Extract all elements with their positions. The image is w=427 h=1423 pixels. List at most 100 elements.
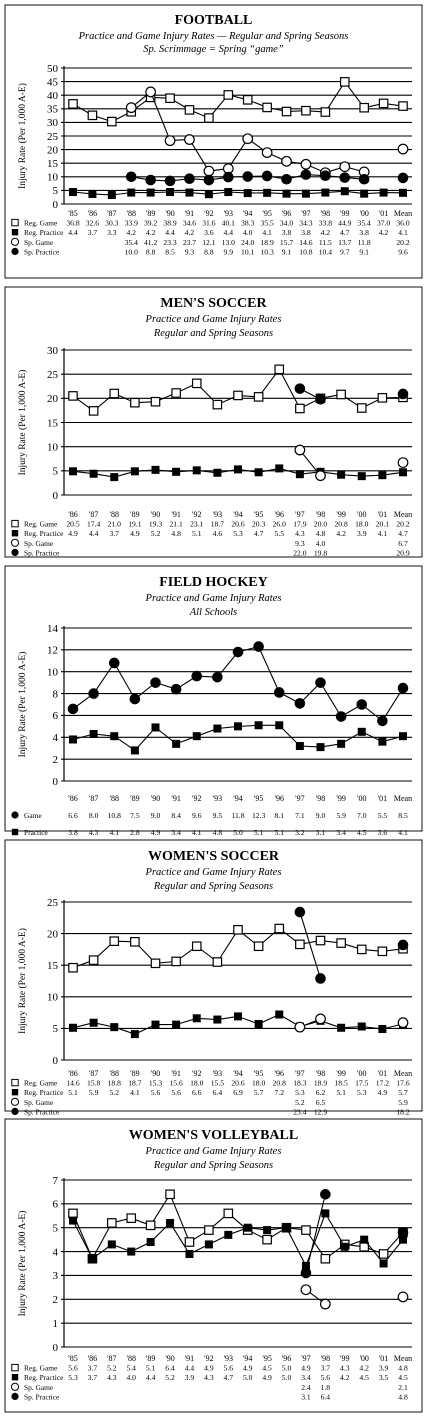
table-value: 3.5 (379, 1373, 389, 1382)
y-tick-label: 25 (47, 131, 59, 143)
table-value: 4.9 (68, 529, 78, 538)
table-value: 18.9 (314, 1079, 327, 1088)
data-point (397, 1291, 409, 1303)
table-value: 5.6 (151, 1088, 161, 1097)
table-value: 18.0 (355, 520, 368, 529)
data-point (242, 171, 254, 182)
table-value: 4.0 (126, 1373, 136, 1382)
table-value: 4.3 (295, 529, 305, 538)
chart-subtitle: Practice and Game Injury Rates (145, 593, 282, 604)
series-reg-practice (69, 1209, 407, 1270)
legend-label: Sp. Game (24, 1383, 54, 1392)
table-value: 5.6 (68, 1364, 78, 1373)
legend-marker (11, 1089, 19, 1096)
table-value: 5.2 (151, 529, 161, 538)
table-value: 9.9 (224, 247, 234, 256)
data-point (88, 955, 99, 965)
table-value: 7.2 (275, 1088, 285, 1097)
x-tick-label: '01 (378, 1069, 387, 1078)
table-value: 4.2 (146, 228, 156, 237)
data-point (212, 399, 223, 410)
table-value: 4.8 (398, 1392, 408, 1401)
table-value: 8.1 (275, 811, 285, 820)
table-value: 20.2 (396, 520, 409, 529)
x-tick-label: '00 (359, 1354, 368, 1363)
series-reg-game (68, 77, 408, 127)
table-value: 22.0 (293, 548, 306, 557)
table-value: 17.2 (376, 1079, 389, 1088)
table-value: 9.6 (398, 247, 408, 256)
table-value: 13.0 (222, 238, 235, 247)
table-value: 4.8 (213, 828, 223, 837)
data-point (281, 173, 292, 185)
x-tick-label: '90 (151, 794, 160, 803)
x-tick-label: '86 (68, 510, 77, 519)
data-point (146, 188, 155, 197)
data-point (336, 389, 346, 400)
data-point (107, 1218, 117, 1228)
table-value: 9.1 (359, 247, 369, 256)
table-value: 5.9 (336, 811, 346, 820)
table-value: 4.1 (110, 828, 120, 837)
table-value: 6.7 (398, 539, 408, 548)
data-point (88, 1254, 97, 1263)
data-point (107, 191, 116, 200)
data-point (89, 730, 98, 739)
x-tick-label: '91 (171, 1069, 180, 1078)
data-point (110, 473, 119, 482)
data-point (321, 188, 330, 197)
table-value: 4.3 (204, 1373, 214, 1382)
y-tick-label: 14 (47, 623, 59, 635)
legend-label: Practice (24, 828, 49, 837)
data-point (127, 1247, 136, 1256)
legend-marker (11, 548, 19, 557)
x-tick-label: '99 (336, 794, 345, 803)
data-point (110, 732, 119, 741)
table-value: 4.4 (68, 228, 78, 237)
table-value: 20.5 (66, 520, 79, 529)
chart-title: WOMEN'S SOCCER (148, 849, 280, 864)
table-value: 8.8 (146, 247, 156, 256)
data-point (110, 1023, 119, 1032)
table-value: 38.9 (163, 219, 176, 228)
table-value: 7.5 (130, 811, 140, 820)
table-value: 10.1 (241, 247, 254, 256)
x-tick-label: '01 (379, 1354, 388, 1363)
table-value: 30.3 (105, 219, 118, 228)
data-point (69, 735, 77, 744)
data-point (263, 188, 272, 197)
table-value: 5.0 (233, 828, 243, 837)
x-tick-label: '93 (224, 1354, 233, 1363)
chart-panel: WOMEN'S VOLLEYBALL Practice and Game Inju… (4, 1118, 423, 1413)
x-tick-label: '00 (357, 794, 366, 803)
table-value: 19.8 (314, 548, 327, 557)
x-tick-label: '99 (340, 1354, 349, 1363)
table-value: 10.8 (299, 247, 312, 256)
table-value: 4.9 (204, 1364, 214, 1373)
table-value: 6.4 (165, 1364, 175, 1373)
data-point (192, 732, 201, 741)
table-value: 8.5 (165, 247, 175, 256)
table-value: 3.7 (88, 228, 98, 237)
table-value: 3.4 (336, 828, 346, 837)
x-tick-label: '88 (127, 209, 136, 218)
table-value: 4.5 (262, 1364, 272, 1373)
x-tick-label: '96 (275, 794, 284, 803)
x-tick-label: '01 (379, 209, 388, 218)
y-tick-label: 40 (47, 90, 59, 102)
data-point (274, 923, 285, 934)
x-tick-label: '86 (88, 1354, 97, 1363)
data-point (301, 105, 311, 116)
chart-title: FIELD HOCKEY (159, 575, 268, 590)
y-tick-label: 10 (47, 172, 59, 184)
data-point (281, 155, 292, 167)
data-point (88, 688, 99, 699)
table-value: 2.4 (301, 1383, 311, 1392)
x-tick-label: Mean (394, 510, 412, 519)
data-point (282, 189, 291, 198)
y-tick-label: 10 (47, 667, 59, 679)
table-value: 9.7 (340, 247, 350, 256)
data-point (378, 98, 389, 109)
data-point (378, 471, 387, 480)
data-point (165, 1189, 175, 1200)
